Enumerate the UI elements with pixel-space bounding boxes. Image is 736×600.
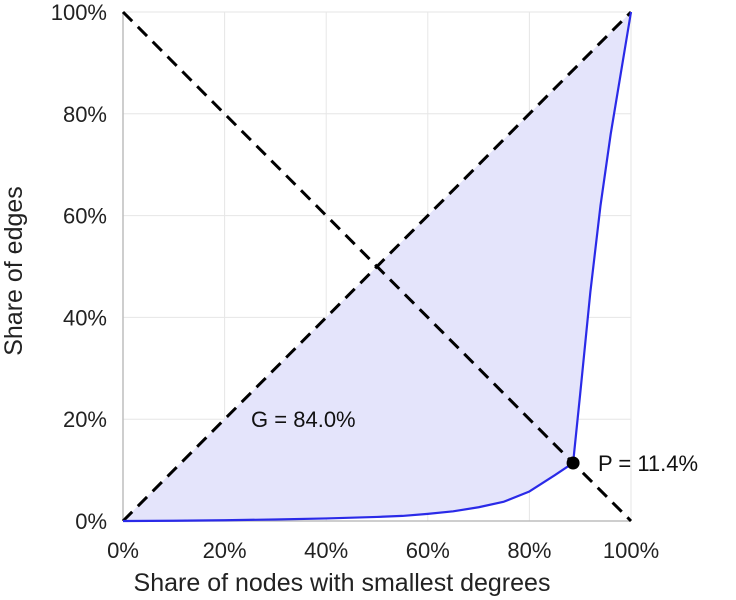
y-axis-label: Share of edges [0, 186, 28, 356]
x-axis-label: Share of nodes with smallest degrees [134, 569, 551, 597]
y-tick-label-0: 0% [75, 509, 107, 534]
point-p-marker [566, 456, 580, 470]
x-tick-label-5: 100% [603, 538, 659, 563]
y-tick-label-4: 80% [63, 102, 107, 127]
p-label-annotation: P = 11.4% [598, 451, 698, 476]
y-tick-label-2: 40% [63, 305, 107, 330]
anti-diagonal-line [121, 10, 633, 523]
reference-lines-layer [121, 10, 633, 523]
gini-annotation: G = 84.0% [251, 407, 356, 432]
x-tick-label-4: 80% [507, 538, 551, 563]
y-tick-label-1: 20% [63, 407, 107, 432]
tick-labels-layer: 0% 20% 40% 60% 80% 100% 0% 20% 40% 60% 80% 100% [51, 0, 659, 563]
x-tick-label-1: 20% [203, 538, 247, 563]
x-tick-label-2: 40% [304, 538, 348, 563]
x-tick-label-0: 0% [107, 538, 139, 563]
lorenz-curve-line [122, 11, 633, 523]
annotation-layer: G = 84.0% P = 11.4% [251, 407, 698, 476]
y-tick-label-3: 60% [63, 204, 107, 229]
series-layer [122, 11, 633, 523]
x-tick-label-3: 60% [406, 538, 450, 563]
y-tick-label-5: 100% [51, 0, 107, 25]
